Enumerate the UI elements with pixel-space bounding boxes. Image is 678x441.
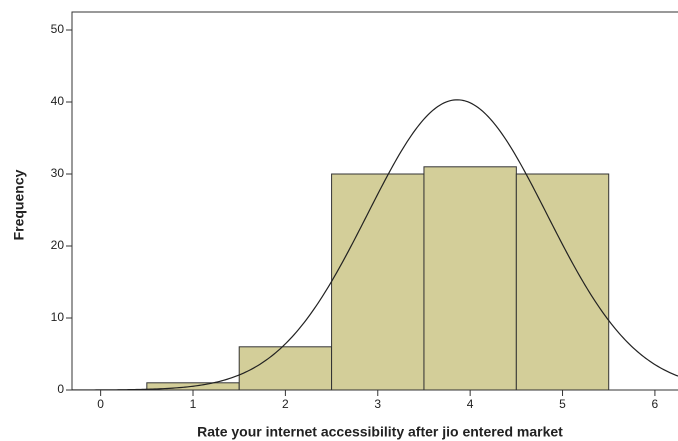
y-tick-label: 30 — [51, 166, 65, 180]
bar — [515, 173, 610, 391]
x-tick-label: 6 — [652, 397, 659, 411]
bar — [238, 346, 333, 391]
x-axis-title: Rate your internet accessibility after j… — [197, 424, 563, 440]
x-tick-label: 4 — [467, 397, 474, 411]
x-tick-label: 2 — [282, 397, 289, 411]
y-tick-label: 10 — [51, 310, 65, 324]
bar — [423, 166, 517, 391]
x-tick-label: 1 — [190, 397, 197, 411]
x-tick-label: 5 — [559, 397, 566, 411]
y-axis-title: Frequency — [11, 169, 27, 240]
x-tick-label: 0 — [97, 397, 104, 411]
y-tick-label: 50 — [51, 22, 65, 36]
y-tick-label: 0 — [57, 382, 64, 396]
y-tick-label: 40 — [51, 94, 65, 108]
x-tick-label: 3 — [374, 397, 381, 411]
y-tick-label: 20 — [51, 238, 65, 252]
bar — [331, 173, 425, 391]
normal-curve — [72, 99, 678, 390]
